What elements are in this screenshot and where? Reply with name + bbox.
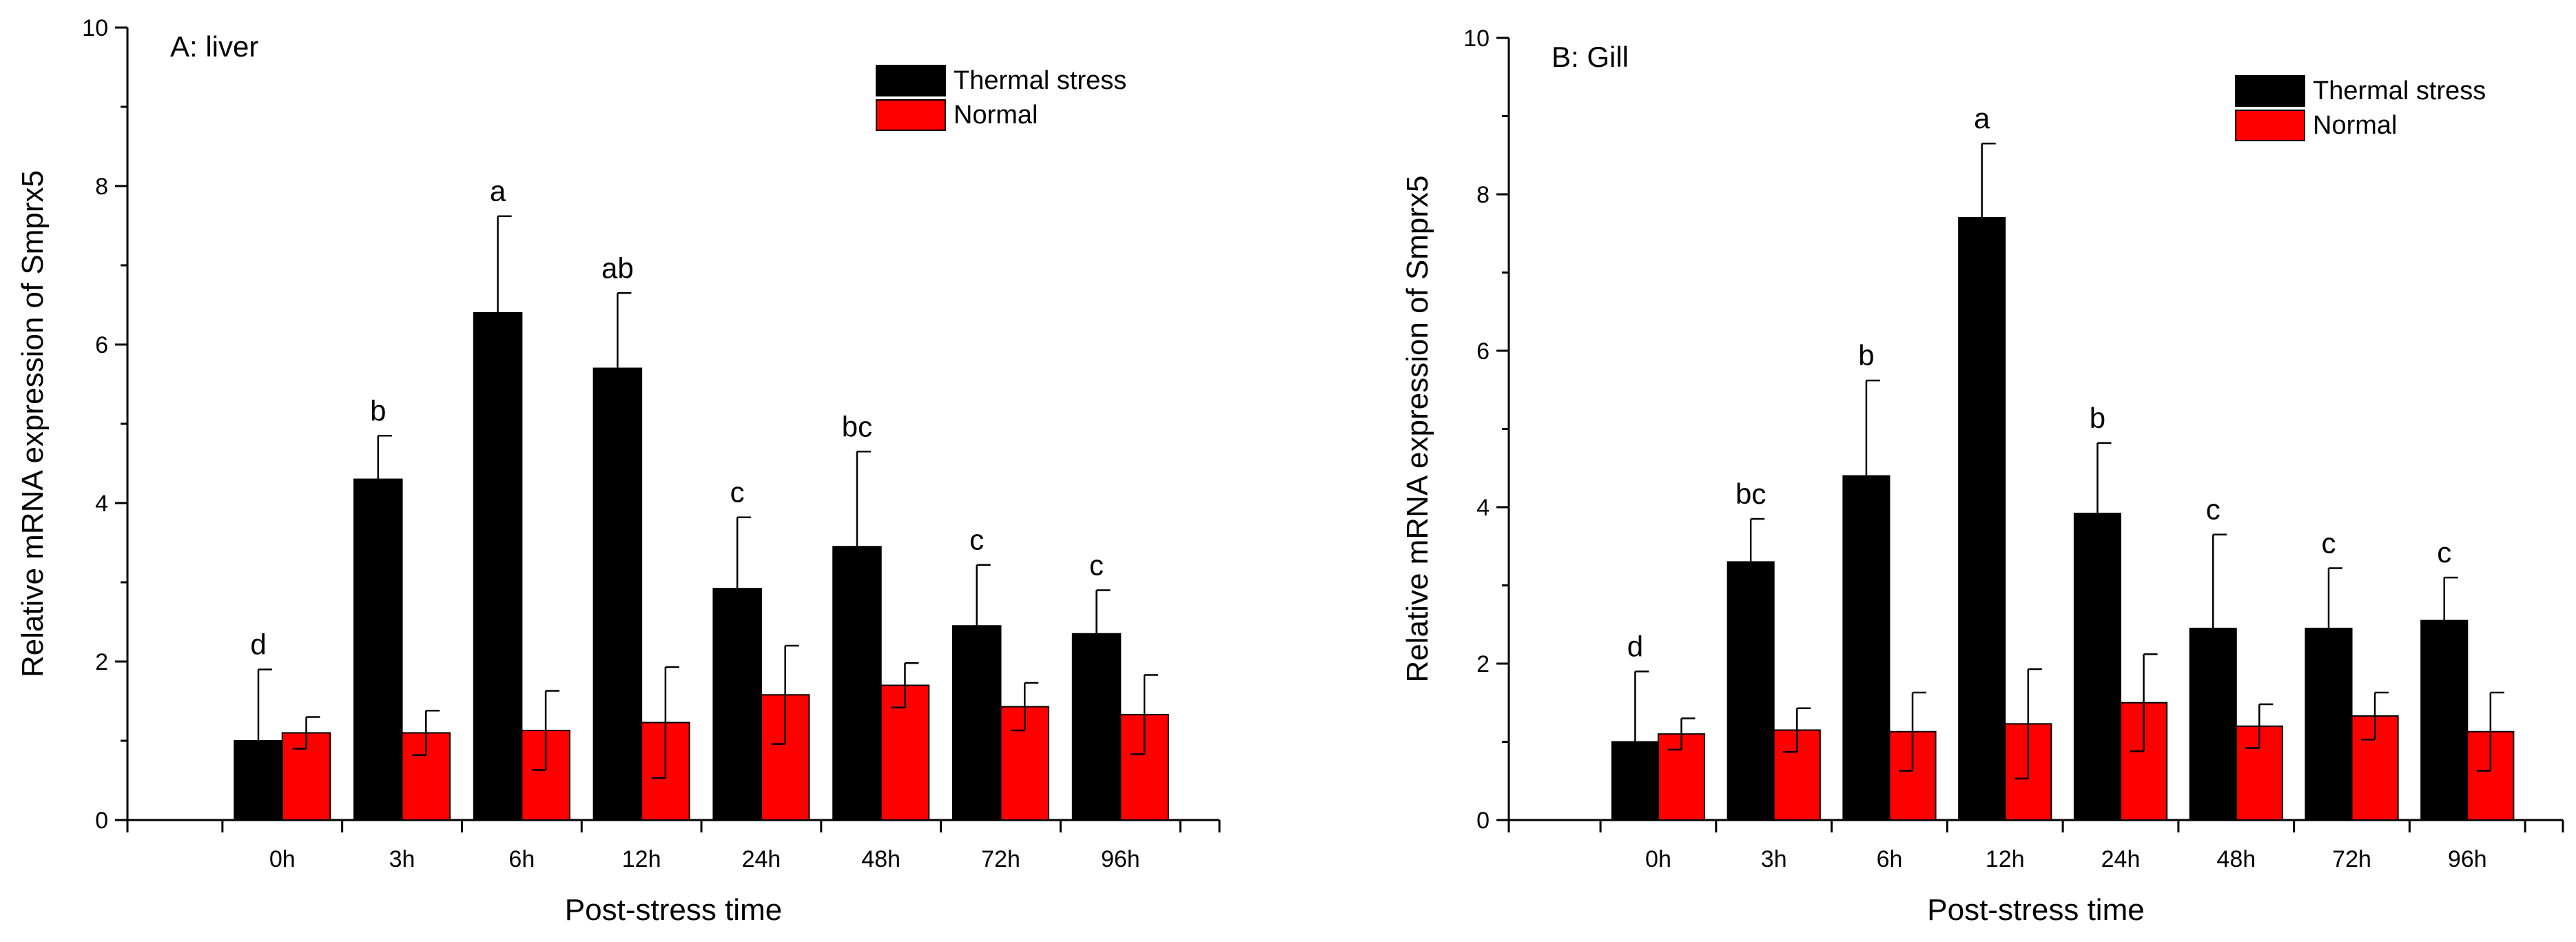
y-tick-label: 2	[1476, 651, 1490, 677]
significance-label: d	[250, 628, 266, 661]
significance-label: c	[1089, 549, 1104, 582]
x-tick-label: 6h	[1877, 846, 1903, 872]
x-tick-label: 96h	[1101, 846, 1140, 872]
legend-label-normal: Normal	[2313, 111, 2397, 140]
legend-swatch-normal	[876, 99, 946, 131]
significance-label: a	[1974, 102, 1990, 134]
y-tick-label: 6	[1476, 338, 1490, 365]
panel-title: A: liver	[170, 30, 258, 63]
legend-swatch-thermal-stress	[2235, 75, 2305, 107]
x-tick-label: 24h	[2101, 846, 2141, 872]
bar-thermal-stress	[353, 478, 403, 821]
legend-label-normal: Normal	[954, 101, 1038, 130]
panel-liver: 0 2 4 6 8 10 0h 3h 6h 12h 24h 48h 72h 96h d b a ab c bc c c A:…	[16, 15, 1221, 927]
significance-label: ab	[601, 252, 634, 284]
significance-label: b	[2090, 402, 2105, 434]
x-tick-label: 12h	[622, 846, 661, 872]
y-tick-label: 2	[95, 649, 108, 675]
y-tick-label: 0	[1476, 808, 1490, 834]
y-tick-label: 8	[1476, 182, 1490, 208]
y-tick-label: 8	[95, 174, 108, 200]
x-tick-label: 3h	[389, 846, 415, 872]
x-tick-label: 12h	[1986, 846, 2025, 872]
x-tick-label: 3h	[1761, 846, 1787, 872]
bar-thermal-stress	[1958, 217, 2006, 821]
significance-label: d	[1627, 630, 1643, 662]
x-axis-title: Post-stress time	[1927, 893, 2144, 927]
x-tick-label: 24h	[742, 846, 781, 872]
significance-label: b	[1858, 339, 1874, 371]
x-tick-label: 72h	[2332, 846, 2371, 872]
legend-label-thermal-stress: Thermal stress	[954, 66, 1126, 95]
significance-label: c	[969, 524, 984, 556]
bar-thermal-stress	[2189, 627, 2237, 821]
y-tick-label: 4	[95, 491, 108, 517]
y-tick-label: 10	[1463, 25, 1490, 52]
x-tick-label: 48h	[861, 846, 900, 872]
y-tick-label: 0	[95, 808, 108, 834]
significance-label: c	[2437, 536, 2451, 569]
legend-swatch-normal	[2235, 110, 2305, 141]
x-tick-label: 0h	[1645, 846, 1671, 872]
x-tick-label: 6h	[508, 846, 535, 872]
y-axis-title: Relative mRNA expression of Smprx5	[1401, 175, 1434, 682]
x-tick-label: 96h	[2448, 846, 2487, 872]
legend-label-thermal-stress: Thermal stress	[2313, 76, 2486, 105]
significance-label: c	[2321, 527, 2336, 560]
x-tick-label: 72h	[981, 846, 1020, 872]
y-tick-label: 4	[1476, 495, 1490, 521]
legend-swatch-thermal-stress	[876, 65, 946, 96]
significance-label: bc	[1735, 478, 1766, 510]
significance-label: c	[2206, 493, 2220, 526]
panel-title: B: Gill	[1552, 41, 1629, 73]
significance-label: a	[490, 175, 506, 207]
y-tick-label: 6	[95, 332, 108, 358]
x-tick-label: 48h	[2216, 846, 2256, 872]
significance-label: c	[730, 476, 745, 509]
significance-label: b	[370, 394, 386, 427]
significance-label: bc	[842, 410, 872, 442]
y-tick-label: 10	[82, 15, 108, 41]
x-tick-label: 0h	[269, 846, 296, 872]
y-axis-title: Relative mRNA expression of Smprx5	[16, 170, 50, 677]
x-axis-title: Post-stress time	[565, 893, 782, 927]
